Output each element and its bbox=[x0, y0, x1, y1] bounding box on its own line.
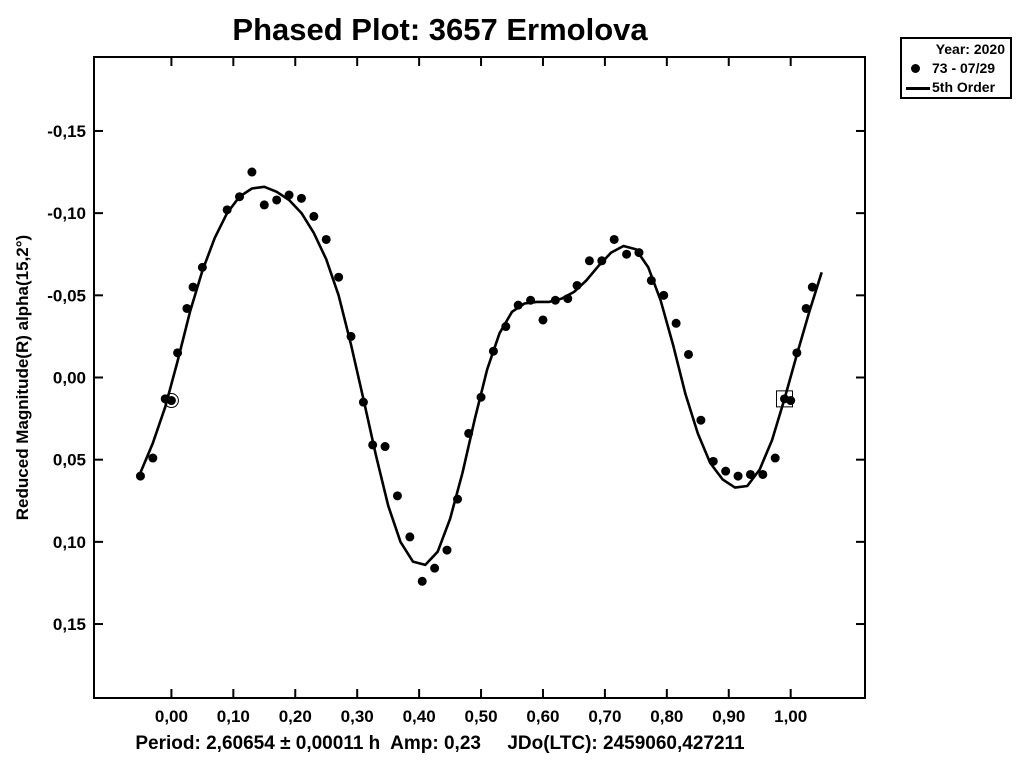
data-point bbox=[622, 249, 632, 259]
data-point bbox=[476, 392, 486, 402]
data-point bbox=[745, 469, 755, 479]
data-point bbox=[792, 348, 802, 358]
data-point bbox=[392, 491, 402, 501]
x-tick-label: 0,30 bbox=[341, 707, 374, 726]
chart-title: Phased Plot: 3657 Ermolova bbox=[232, 12, 648, 47]
x-tick-label: 0,40 bbox=[403, 707, 436, 726]
data-point bbox=[321, 234, 331, 244]
data-point bbox=[696, 415, 706, 425]
data-point bbox=[646, 276, 656, 286]
data-point bbox=[758, 469, 768, 479]
data-point bbox=[464, 428, 474, 438]
x-tick-label: 0,10 bbox=[217, 707, 250, 726]
data-point bbox=[296, 193, 306, 203]
start-circle-marker bbox=[163, 393, 179, 409]
data-point bbox=[222, 205, 232, 215]
plot-frame bbox=[93, 56, 866, 699]
x-tick-label: 0,60 bbox=[526, 707, 559, 726]
data-point bbox=[572, 280, 582, 290]
data-point bbox=[733, 471, 743, 481]
data-point bbox=[513, 300, 523, 310]
data-point bbox=[442, 545, 452, 555]
x-tick-label: 0,80 bbox=[650, 707, 683, 726]
data-point bbox=[346, 331, 356, 341]
data-point bbox=[563, 294, 573, 304]
data-point bbox=[488, 346, 498, 356]
data-point bbox=[309, 211, 319, 221]
y-tick-label: -0,05 bbox=[47, 286, 86, 305]
data-point bbox=[135, 471, 145, 481]
end-square-marker bbox=[775, 390, 793, 408]
x-tick-label: 0,20 bbox=[279, 707, 312, 726]
data-point bbox=[247, 167, 257, 177]
data-point bbox=[259, 200, 269, 210]
data-point bbox=[453, 494, 463, 504]
data-point bbox=[597, 256, 607, 266]
data-point bbox=[634, 248, 644, 258]
data-point bbox=[786, 396, 796, 406]
legend-entry-fit: 5th Order bbox=[932, 79, 996, 95]
legend-dot-marker bbox=[911, 64, 920, 73]
data-point bbox=[166, 396, 176, 406]
data-point bbox=[671, 318, 681, 328]
data-point bbox=[430, 563, 440, 573]
data-point bbox=[807, 282, 817, 292]
data-point bbox=[272, 195, 282, 205]
data-point bbox=[368, 440, 378, 450]
data-point bbox=[538, 315, 548, 325]
y-tick-label: 0,15 bbox=[53, 615, 86, 634]
data-point bbox=[284, 190, 294, 200]
data-point bbox=[188, 282, 198, 292]
legend-header: Year: 2020 bbox=[935, 41, 1005, 57]
period-footer: Period: 2,60654 ± 0,00011 h Amp: 0,23 JD… bbox=[135, 733, 745, 754]
data-point bbox=[526, 295, 536, 305]
data-point bbox=[801, 303, 811, 313]
data-point bbox=[584, 256, 594, 266]
data-point bbox=[770, 453, 780, 463]
data-point bbox=[659, 290, 669, 300]
data-point bbox=[197, 262, 207, 272]
y-tick-label: 0,00 bbox=[53, 369, 86, 388]
x-tick-label: 1,00 bbox=[774, 707, 807, 726]
y-tick-label: -0,10 bbox=[47, 204, 86, 223]
data-point bbox=[380, 442, 390, 452]
legend-entry-observations: 73 - 07/29 bbox=[932, 60, 996, 76]
data-point bbox=[684, 349, 694, 359]
data-point bbox=[417, 576, 427, 586]
data-point bbox=[708, 456, 718, 466]
y-axis-label: Reduced Magnitude(R) alpha(15,2°) bbox=[13, 235, 32, 520]
data-point bbox=[173, 348, 183, 358]
data-point bbox=[148, 453, 158, 463]
y-tick-label: 0,05 bbox=[53, 451, 86, 470]
legend-line-marker bbox=[906, 87, 930, 90]
legend: Year: 2020 73 - 07/29 5th Order bbox=[900, 37, 1012, 99]
data-point bbox=[501, 322, 511, 332]
data-point bbox=[235, 192, 245, 202]
data-point bbox=[334, 272, 344, 282]
data-point bbox=[182, 303, 192, 313]
y-tick-label: -0,15 bbox=[47, 122, 86, 141]
data-point bbox=[358, 397, 368, 407]
x-tick-label: 0,70 bbox=[588, 707, 621, 726]
y-tick-label: 0,10 bbox=[53, 533, 86, 552]
data-point bbox=[405, 532, 415, 542]
fit-curve-5th-order bbox=[139, 185, 823, 567]
x-tick-label: 0,50 bbox=[465, 707, 498, 726]
data-point bbox=[721, 466, 731, 476]
data-point bbox=[550, 295, 560, 305]
data-point bbox=[609, 234, 619, 244]
x-tick-label: 0,00 bbox=[155, 707, 188, 726]
x-tick-label: 0,90 bbox=[712, 707, 745, 726]
